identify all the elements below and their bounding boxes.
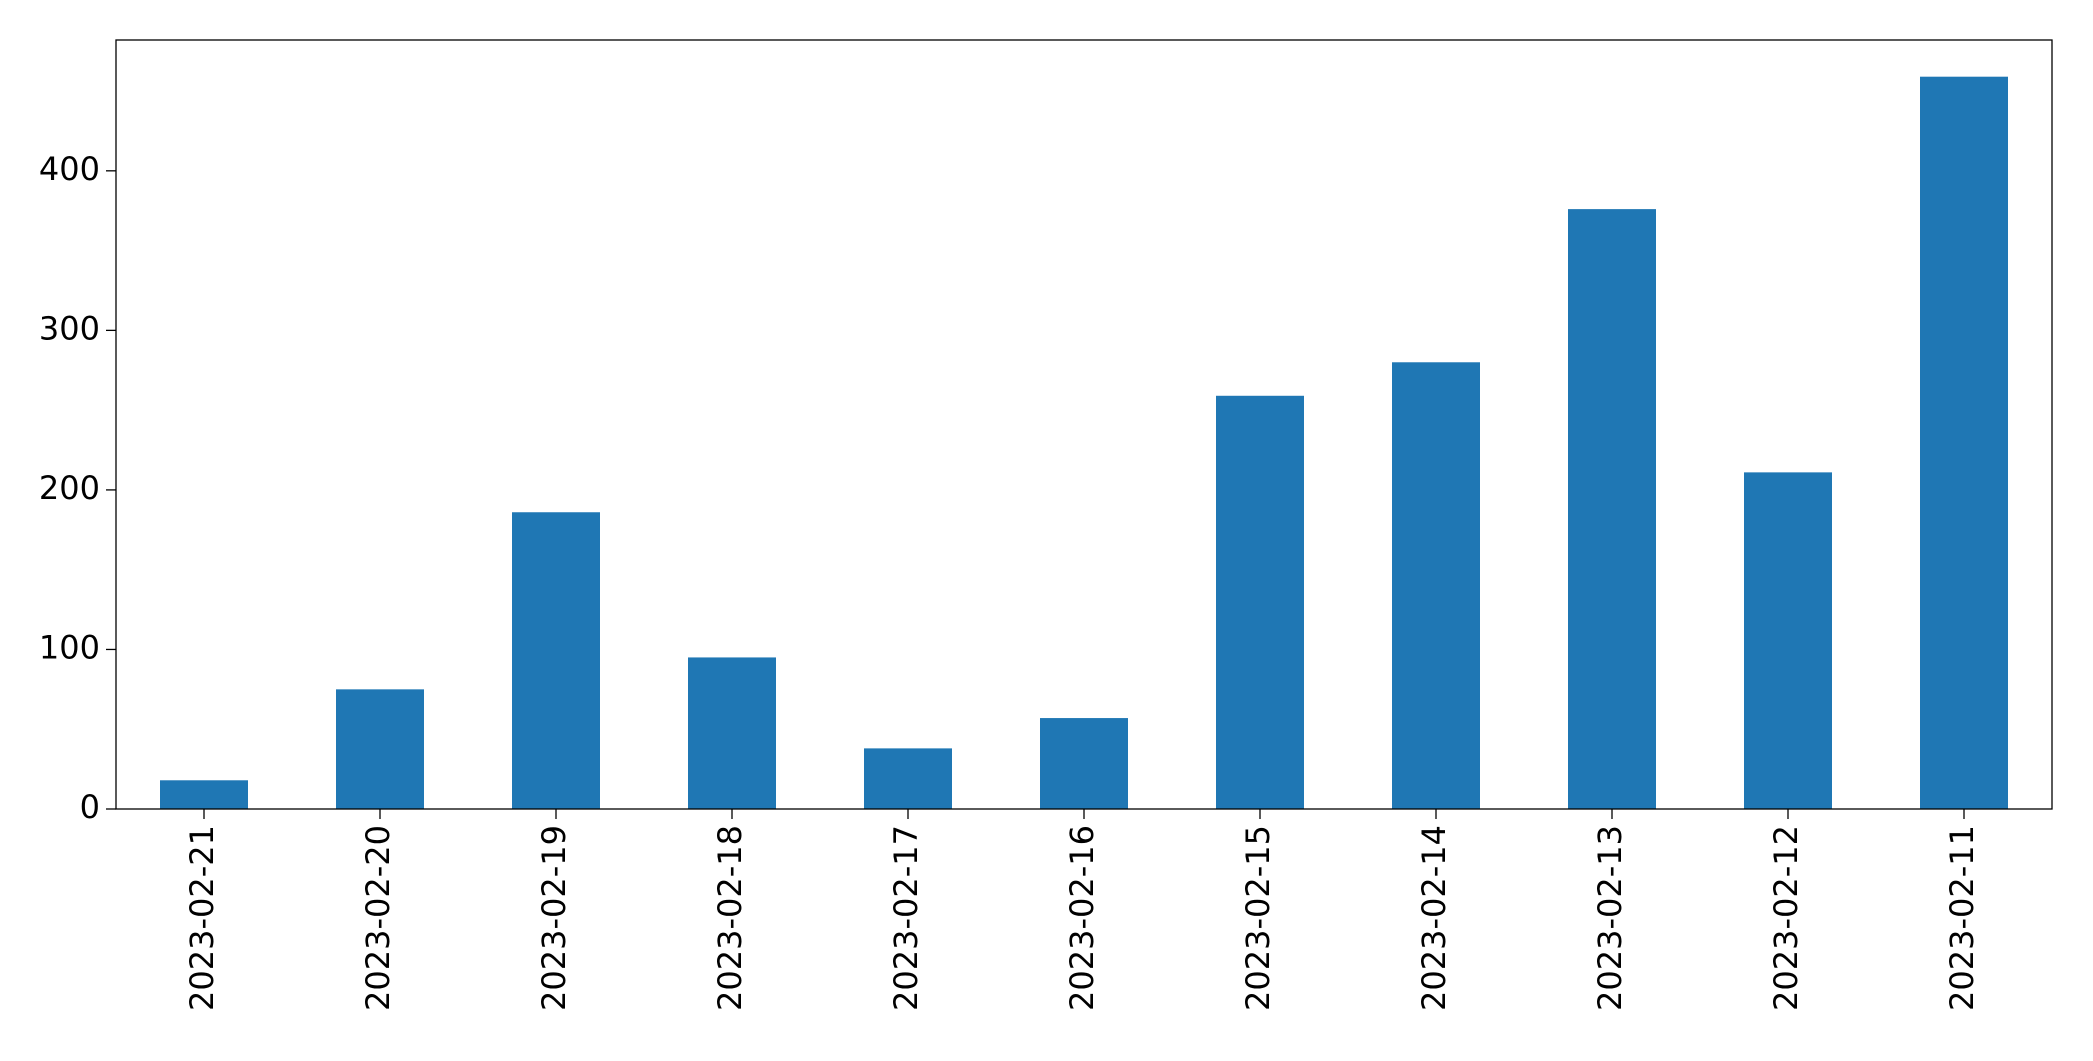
bar: [512, 512, 600, 809]
y-tick-label: 400: [39, 150, 100, 188]
y-tick-label: 0: [80, 788, 100, 826]
y-tick-label: 100: [39, 628, 100, 666]
x-tick-label: 2023-02-12: [1767, 825, 1805, 1011]
bar: [1744, 472, 1832, 809]
bar: [688, 657, 776, 809]
bar: [864, 748, 952, 809]
bar: [1392, 362, 1480, 809]
x-tick-label: 2023-02-15: [1239, 825, 1277, 1011]
bar: [160, 780, 248, 809]
y-tick-label: 200: [39, 469, 100, 507]
x-tick-label: 2023-02-20: [359, 825, 397, 1011]
x-tick-label: 2023-02-17: [887, 825, 925, 1011]
x-tick-label: 2023-02-14: [1415, 825, 1453, 1011]
bar: [1920, 76, 2008, 810]
x-tick-label: 2023-02-21: [183, 825, 221, 1011]
bar: [1568, 209, 1656, 809]
x-tick-label: 2023-02-16: [1063, 825, 1101, 1011]
bar: [1040, 718, 1128, 809]
x-tick-label: 2023-02-19: [535, 825, 573, 1011]
x-tick-label: 2023-02-13: [1591, 825, 1629, 1011]
plot-frame: [115, 39, 2053, 810]
y-tick-label: 300: [39, 309, 100, 347]
x-tick-label: 2023-02-18: [711, 825, 749, 1011]
x-tick-label: 2023-02-11: [1943, 825, 1981, 1011]
bar: [336, 689, 424, 809]
bar: [1216, 395, 1304, 809]
